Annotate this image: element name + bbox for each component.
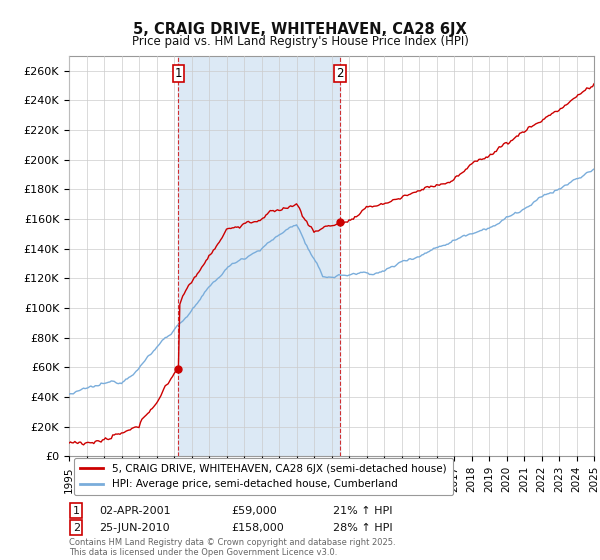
Text: 2: 2 — [337, 67, 344, 80]
Text: 1: 1 — [175, 67, 182, 80]
Text: 2: 2 — [73, 522, 80, 533]
Text: 02-APR-2001: 02-APR-2001 — [99, 506, 170, 516]
Text: £158,000: £158,000 — [231, 522, 284, 533]
Text: 25-JUN-2010: 25-JUN-2010 — [99, 522, 170, 533]
Bar — [178, 56, 340, 456]
Legend: 5, CRAIG DRIVE, WHITEHAVEN, CA28 6JX (semi-detached house), HPI: Average price, : 5, CRAIG DRIVE, WHITEHAVEN, CA28 6JX (se… — [74, 458, 452, 496]
Text: 5, CRAIG DRIVE, WHITEHAVEN, CA28 6JX: 5, CRAIG DRIVE, WHITEHAVEN, CA28 6JX — [133, 22, 467, 38]
Text: £59,000: £59,000 — [231, 506, 277, 516]
Text: 28% ↑ HPI: 28% ↑ HPI — [333, 522, 392, 533]
Text: Price paid vs. HM Land Registry's House Price Index (HPI): Price paid vs. HM Land Registry's House … — [131, 35, 469, 48]
Text: 1: 1 — [73, 506, 80, 516]
Text: Contains HM Land Registry data © Crown copyright and database right 2025.
This d: Contains HM Land Registry data © Crown c… — [69, 538, 395, 557]
Text: 21% ↑ HPI: 21% ↑ HPI — [333, 506, 392, 516]
